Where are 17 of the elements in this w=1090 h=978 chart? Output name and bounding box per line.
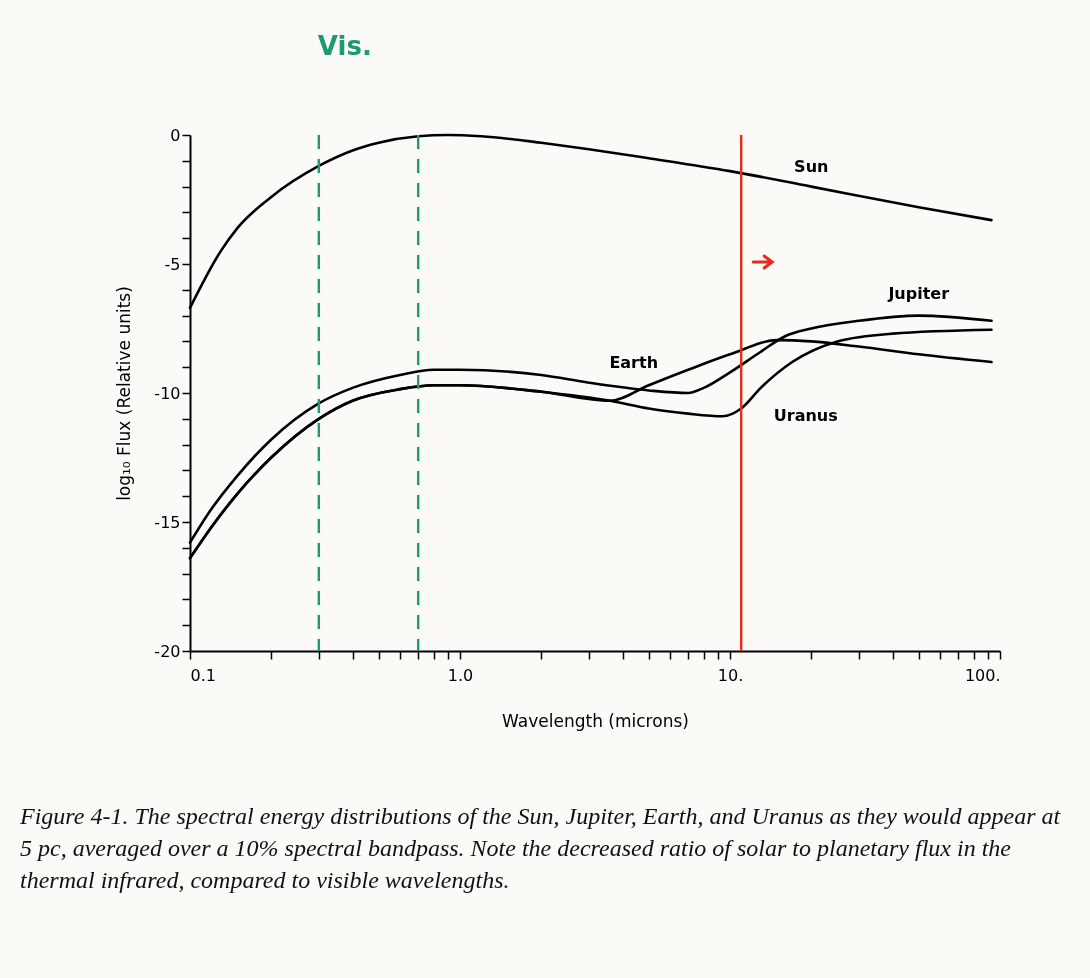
x-tick-label: 1.0 [447, 665, 474, 685]
x-tick-label: 0.1 [190, 665, 216, 685]
ref-line-label: Vis. [317, 31, 372, 61]
caption: Figure 4-1. The spectral energy distributions of the Sun, Jupiter, Earth, and Uranus as they would appear at 5 pc, averaged over a 10% spectral bandpass. Note the decreased ratio of solar to planetary flux in the thermal infrared, compared to visible wavelengths. [20, 802, 1062, 895]
x-tick-label: 10. [717, 665, 744, 685]
series-label: Jupiter [887, 283, 950, 303]
y-tick-label: -20 [154, 641, 181, 661]
y-tick-label: 0 [170, 125, 181, 145]
y-tick-label: -5 [164, 254, 181, 274]
y-tick-label: -15 [154, 512, 181, 532]
x-tick-label: 100. [964, 665, 1001, 685]
x-axis-title: Wavelength (microns) [502, 710, 689, 731]
y-axis-title: log₁₀ Flux (Relative units) [114, 286, 135, 501]
series-label: Earth [609, 353, 659, 373]
series-label: Uranus [773, 405, 838, 425]
series-label: Sun [794, 156, 829, 176]
y-tick-label: -10 [154, 383, 181, 403]
